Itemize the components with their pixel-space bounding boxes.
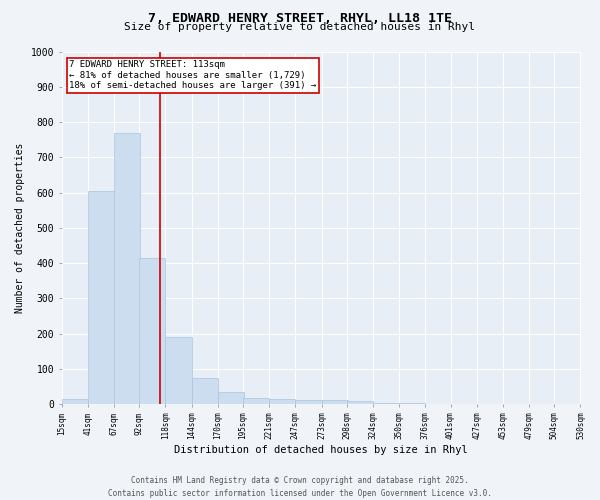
Bar (191, 378, 218, 404)
Bar (114, 132, 140, 404)
Bar (295, 400, 322, 404)
Bar (243, 398, 269, 404)
Text: Size of property relative to detached houses in Rhyl: Size of property relative to detached ho… (125, 22, 476, 32)
Text: Contains HM Land Registry data © Crown copyright and database right 2025.
Contai: Contains HM Land Registry data © Crown c… (108, 476, 492, 498)
Bar (62, 399, 88, 404)
Bar (347, 401, 373, 404)
Bar (166, 337, 191, 404)
Bar (139, 258, 166, 404)
Bar (218, 392, 244, 404)
Y-axis label: Number of detached properties: Number of detached properties (15, 142, 25, 313)
Bar (322, 400, 348, 404)
Bar (88, 191, 114, 404)
Bar (269, 399, 295, 404)
Text: 7, EDWARD HENRY STREET, RHYL, LL18 1TE: 7, EDWARD HENRY STREET, RHYL, LL18 1TE (148, 12, 452, 26)
X-axis label: Distribution of detached houses by size in Rhyl: Distribution of detached houses by size … (174, 445, 468, 455)
Text: 7 EDWARD HENRY STREET: 113sqm
← 81% of detached houses are smaller (1,729)
18% o: 7 EDWARD HENRY STREET: 113sqm ← 81% of d… (70, 60, 317, 90)
